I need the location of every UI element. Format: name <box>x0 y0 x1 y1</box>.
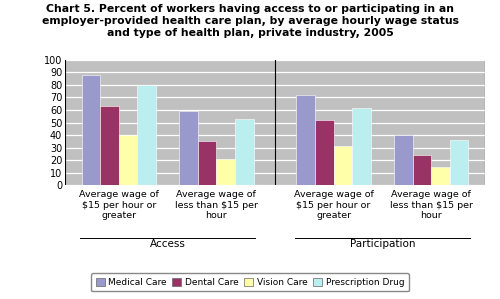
Bar <box>216 159 235 185</box>
Bar <box>412 155 432 185</box>
Bar <box>334 147 352 185</box>
Bar <box>138 85 156 185</box>
Legend: Medical Care, Dental Care, Vision Care, Prescription Drug: Medical Care, Dental Care, Vision Care, … <box>91 274 409 292</box>
Bar <box>432 167 450 185</box>
Text: Chart 5. Percent of workers having access to or participating in an
employer-pro: Chart 5. Percent of workers having acces… <box>42 4 459 38</box>
Bar <box>82 75 100 185</box>
Bar <box>198 141 216 185</box>
Bar <box>315 120 334 185</box>
Bar <box>296 95 315 185</box>
Bar <box>450 140 468 185</box>
Bar <box>394 135 412 185</box>
Text: Access: Access <box>150 239 186 249</box>
Bar <box>100 106 118 185</box>
Bar <box>235 119 254 185</box>
Bar <box>118 135 138 185</box>
Text: Participation: Participation <box>350 239 415 249</box>
Bar <box>352 108 370 185</box>
Bar <box>180 111 198 185</box>
